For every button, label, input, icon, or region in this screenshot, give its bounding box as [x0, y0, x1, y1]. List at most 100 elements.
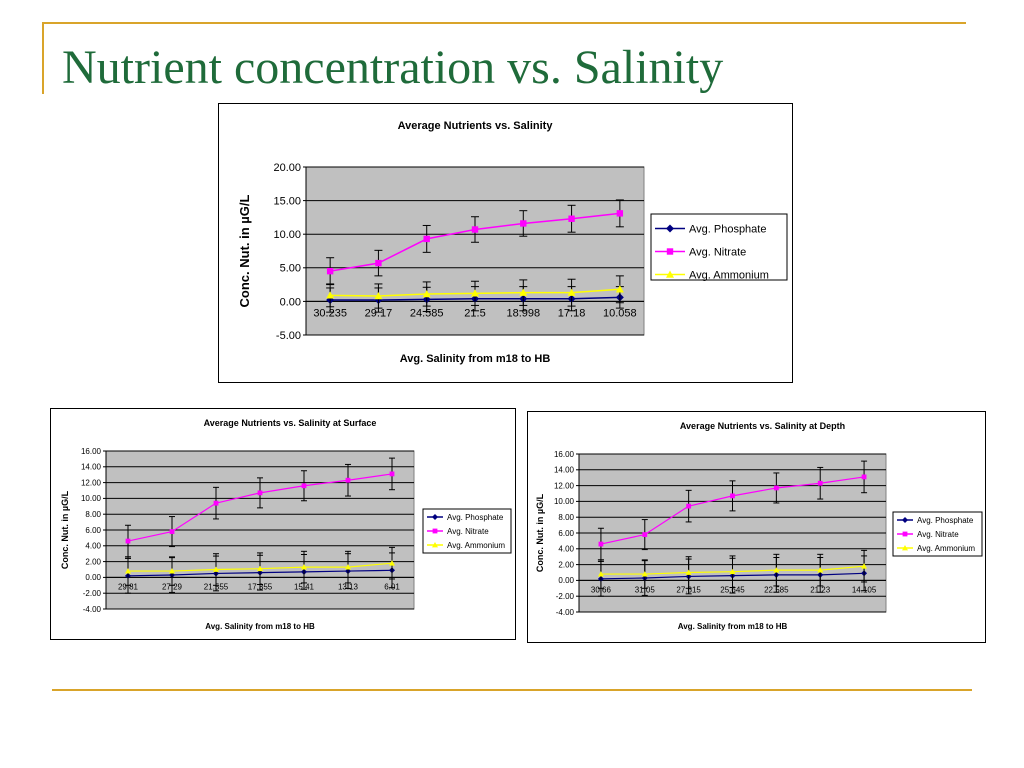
data-point	[389, 471, 395, 477]
accent-bottom-line	[52, 689, 972, 691]
data-point	[213, 566, 219, 572]
series-avg-nitrate	[125, 457, 395, 558]
accent-top-line	[42, 22, 966, 24]
slide-title: Nutrient concentration vs. Salinity	[62, 41, 724, 94]
legend-label: Avg. Ammonium	[689, 269, 769, 281]
y-tick-label: 0.00	[85, 573, 101, 582]
chart-title: Average Nutrients vs. Salinity at Surfac…	[204, 418, 377, 428]
y-tick-label: 0.00	[558, 576, 574, 585]
data-point	[389, 560, 395, 566]
legend-label: Avg. Ammonium	[447, 541, 505, 550]
x-axis-label: Avg. Salinity from m18 to HB	[400, 353, 551, 365]
data-point	[615, 285, 624, 293]
x-tick-label: 10.058	[603, 307, 637, 319]
data-point	[861, 563, 868, 569]
x-tick-label: 29.17	[365, 307, 393, 319]
y-tick-label: 20.00	[273, 162, 301, 174]
y-axis-label: Conc. Nut. in µG/L	[237, 194, 252, 307]
legend-marker	[666, 270, 674, 278]
chart-main-svg: Average Nutrients vs. Salinity -5.00 0.00 5…	[237, 120, 788, 365]
data-point	[301, 483, 307, 489]
y-tick-label: 12.00	[554, 481, 575, 490]
x-tick-label: 24.585	[410, 307, 444, 319]
legend-marker	[666, 248, 674, 255]
data-point	[301, 564, 307, 570]
data-point	[213, 500, 219, 506]
data-point	[685, 569, 692, 575]
data-point	[257, 490, 263, 496]
data-point	[375, 259, 382, 267]
y-tick-label: 10.00	[554, 497, 575, 506]
accent-vertical-line	[42, 22, 44, 94]
legend-label: Avg. Phosphate	[447, 513, 504, 522]
y-tick-label: -2.00	[83, 589, 102, 598]
data-point	[520, 220, 527, 227]
data-point	[567, 288, 576, 296]
y-tick-label: 6.00	[85, 526, 101, 535]
chart-main: Average Nutrients vs. Salinity -5.00 0.00 5…	[218, 103, 793, 383]
y-tick-label: 2.00	[85, 557, 101, 566]
data-point	[345, 564, 351, 570]
x-tick-label: 18.998	[506, 307, 540, 319]
legend-marker	[902, 545, 908, 551]
data-point	[345, 477, 351, 483]
y-tick-label: -2.00	[556, 592, 575, 601]
x-axis-label: Avg. Salinity from m18 to HB	[205, 622, 315, 631]
y-tick-label: 8.00	[558, 513, 574, 522]
chart-depth: Average Nutrients vs. Salinity at Depth -…	[527, 411, 986, 643]
y-tick-label: 15.00	[273, 195, 301, 207]
y-tick-label: -5.00	[276, 330, 301, 342]
y-tick-label: 14.00	[554, 466, 575, 475]
legend-marker	[902, 531, 908, 537]
x-axis-label: Avg. Salinity from m18 to HB	[678, 622, 788, 631]
data-point	[326, 291, 335, 299]
y-tick-label: 4.00	[85, 542, 101, 551]
data-point	[374, 292, 383, 300]
series-avg-ammonium	[125, 546, 395, 586]
legend-marker	[902, 517, 908, 523]
chart-surface-svg: Average Nutrients vs. Salinity at Surfac…	[60, 418, 512, 631]
chart-surface: Average Nutrients vs. Salinity at Surfac…	[50, 408, 516, 640]
legend-label: Avg. Ammonium	[917, 544, 975, 553]
legend-label: Avg. Nitrate	[917, 530, 959, 539]
data-point	[125, 568, 131, 574]
data-point	[326, 267, 334, 275]
y-tick-label: 10.00	[81, 494, 102, 503]
data-point	[817, 567, 824, 573]
data-point	[519, 288, 528, 296]
series-avg-nitrate	[597, 460, 868, 561]
data-point	[773, 485, 779, 491]
data-point	[616, 210, 624, 217]
data-point	[861, 474, 867, 480]
data-point	[817, 480, 823, 486]
data-point	[773, 567, 780, 573]
legend-label: Avg. Nitrate	[689, 246, 746, 258]
data-point	[641, 571, 648, 577]
y-tick-label: 8.00	[85, 510, 101, 519]
legend-marker	[432, 542, 438, 548]
data-point	[686, 503, 692, 509]
x-tick-label: 30.235	[313, 307, 347, 319]
x-tick-label: 17.18	[558, 307, 586, 319]
y-tick-label: 4.00	[558, 545, 574, 554]
legend	[650, 213, 788, 281]
y-tick-label: 14.00	[81, 463, 102, 472]
y-tick-label: 2.00	[558, 560, 574, 569]
legend-marker	[666, 224, 674, 233]
y-tick-label: -4.00	[556, 608, 575, 617]
chart-depth-svg: Average Nutrients vs. Salinity at Depth -…	[535, 421, 983, 631]
data-point	[730, 493, 735, 499]
chart-title: Average Nutrients vs. Salinity at Depth	[680, 421, 845, 431]
y-tick-label: 12.00	[81, 478, 102, 487]
data-point	[125, 538, 131, 544]
legend-label: Avg. Phosphate	[689, 223, 766, 235]
data-point	[423, 235, 430, 243]
series-avg-nitrate	[326, 199, 624, 286]
y-tick-label: 10.00	[273, 229, 301, 241]
chart-title: Average Nutrients vs. Salinity	[398, 120, 554, 132]
y-tick-label: 16.00	[81, 447, 102, 456]
y-axis-label: Conc. Nut. in µG/L	[60, 490, 70, 569]
data-point	[169, 529, 175, 534]
x-tick-label: 21.5	[464, 307, 485, 319]
y-axis-label: Conc. Nut. in µG/L	[535, 493, 545, 572]
